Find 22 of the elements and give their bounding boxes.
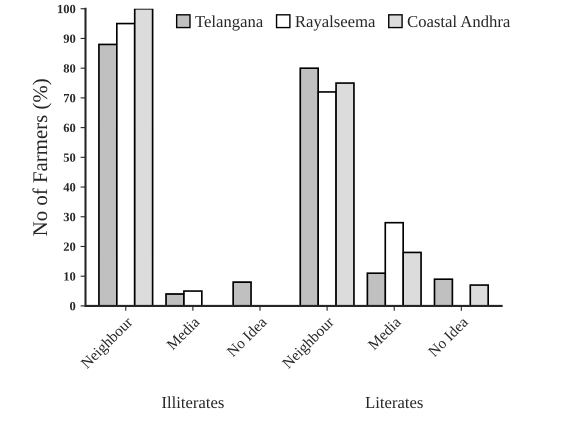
legend-label: Coastal Andhra <box>408 15 510 28</box>
text: Literates <box>366 396 423 408</box>
bar <box>434 278 454 306</box>
text: Illiterates <box>162 396 224 408</box>
y-tick-label: 0 <box>70 302 76 310</box>
x-tick-label: No Idea <box>427 316 469 358</box>
bar <box>469 284 490 306</box>
y-tick-label: 20 <box>64 242 76 251</box>
y-tick-label: 100 <box>58 4 76 14</box>
legend-label: Telangana <box>195 15 263 31</box>
bar <box>232 281 252 306</box>
y-axis-title: No of Farmers (%) <box>32 79 52 236</box>
x-tick-label: No Idea <box>226 316 268 358</box>
y-tick-label: 70 <box>64 94 76 102</box>
y-tick-label: 80 <box>64 64 76 73</box>
y-tick-label: 40 <box>63 183 76 192</box>
y-tick-label: 10 <box>64 272 76 281</box>
y-tick-label: 30 <box>64 212 76 222</box>
legend-label: Rayalseema <box>295 15 376 31</box>
y-tick-label: 60 <box>64 124 76 132</box>
y-tick-label: 50 <box>64 153 76 162</box>
y-tick-label: 90 <box>64 34 76 43</box>
